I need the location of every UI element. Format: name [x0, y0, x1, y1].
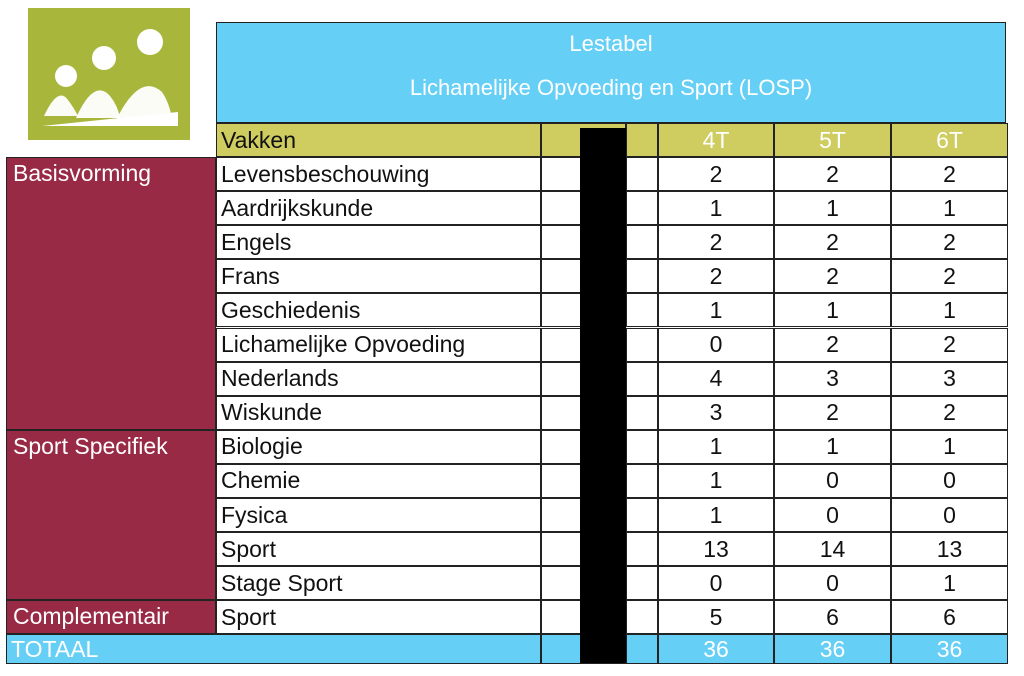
hours-cell: 2 [774, 259, 891, 294]
column-header-4t: 4T [658, 123, 774, 157]
hours-cell: 2 [658, 157, 774, 192]
empty-cell [626, 327, 658, 362]
category-sport-specifiek: Sport Specifiek [6, 429, 216, 601]
hours-cell: 1 [658, 463, 774, 498]
subject-cell: Engels [216, 225, 541, 260]
hours-cell: 1 [774, 293, 891, 328]
hours-cell: 0 [891, 463, 1008, 498]
empty-cell [626, 225, 658, 260]
subject-cell: Aardrijkskunde [216, 191, 541, 226]
total-blank-2 [626, 634, 658, 665]
subject-cell: Frans [216, 259, 541, 294]
hours-cell: 2 [774, 327, 891, 362]
hours-cell: 5 [658, 600, 774, 635]
empty-cell [626, 259, 658, 294]
empty-cell [626, 532, 658, 567]
empty-cell [626, 191, 658, 226]
hours-cell: 3 [658, 395, 774, 430]
hours-cell: 13 [658, 532, 774, 567]
hours-cell: 13 [891, 532, 1008, 567]
empty-cell [626, 361, 658, 396]
hours-cell: 2 [658, 259, 774, 294]
table-title-banner: Lestabel Lichamelijke Opvoeding en Sport… [216, 22, 1006, 123]
empty-cell [626, 498, 658, 533]
hours-cell: 1 [891, 566, 1008, 601]
hours-cell: 3 [774, 361, 891, 396]
hours-cell: 14 [774, 532, 891, 567]
table-title: Lestabel [569, 31, 653, 56]
hours-cell: 1 [658, 191, 774, 226]
column-header-5t: 5T [774, 123, 891, 157]
category-complementair: Complementair [6, 600, 216, 635]
hours-cell: 3 [891, 361, 1008, 396]
hours-cell: 0 [658, 566, 774, 601]
redaction-bar [580, 128, 626, 663]
hours-cell: 2 [891, 327, 1008, 362]
subject-cell: Nederlands [216, 361, 541, 396]
hours-cell: 4 [658, 361, 774, 396]
column-header-blank-2 [626, 123, 658, 157]
subject-cell: Biologie [216, 429, 541, 464]
empty-cell [626, 566, 658, 601]
hours-cell: 1 [891, 191, 1008, 226]
hours-cell: 2 [891, 225, 1008, 260]
school-logo [28, 8, 190, 140]
hours-cell: 0 [774, 498, 891, 533]
subject-cell: Sport [216, 532, 541, 567]
hours-cell: 6 [774, 600, 891, 635]
hours-cell: 0 [891, 498, 1008, 533]
total-value: 36 [891, 634, 1008, 665]
hours-cell: 2 [774, 225, 891, 260]
empty-cell [626, 463, 658, 498]
subject-cell: Sport [216, 600, 541, 635]
hours-cell: 1 [658, 498, 774, 533]
subject-cell: Geschiedenis [216, 293, 541, 328]
hours-cell: 1 [891, 429, 1008, 464]
hours-cell: 2 [891, 395, 1008, 430]
hours-cell: 1 [658, 293, 774, 328]
empty-cell [626, 429, 658, 464]
hours-cell: 0 [658, 327, 774, 362]
subject-cell: Fysica [216, 498, 541, 533]
column-header-subject: Vakken [216, 123, 541, 157]
hours-cell: 6 [891, 600, 1008, 635]
empty-cell [626, 600, 658, 635]
subject-cell: Levensbeschouwing [216, 157, 541, 192]
total-label: TOTAAL [6, 634, 541, 665]
hours-cell: 1 [774, 429, 891, 464]
empty-cell [626, 157, 658, 192]
empty-cell [626, 293, 658, 328]
hours-cell: 0 [774, 566, 891, 601]
hours-cell: 2 [891, 157, 1008, 192]
hours-cell: 1 [774, 191, 891, 226]
hours-cell: 2 [891, 259, 1008, 294]
subject-cell: Stage Sport [216, 566, 541, 601]
hours-cell: 2 [658, 225, 774, 260]
table-subtitle: Lichamelijke Opvoeding en Sport (LOSP) [409, 75, 813, 100]
category-basisvorming: Basisvorming [6, 157, 216, 430]
hours-cell: 2 [774, 157, 891, 192]
subject-cell: Wiskunde [216, 395, 541, 430]
hours-cell: 1 [658, 429, 774, 464]
hours-cell: 1 [891, 293, 1008, 328]
total-value: 36 [774, 634, 891, 665]
subject-cell: Lichamelijke Opvoeding [216, 327, 541, 362]
total-value: 36 [658, 634, 774, 665]
subject-cell: Chemie [216, 463, 541, 498]
hours-cell: 0 [774, 463, 891, 498]
column-header-6t: 6T [891, 123, 1008, 157]
hours-cell: 2 [774, 395, 891, 430]
empty-cell [626, 395, 658, 430]
